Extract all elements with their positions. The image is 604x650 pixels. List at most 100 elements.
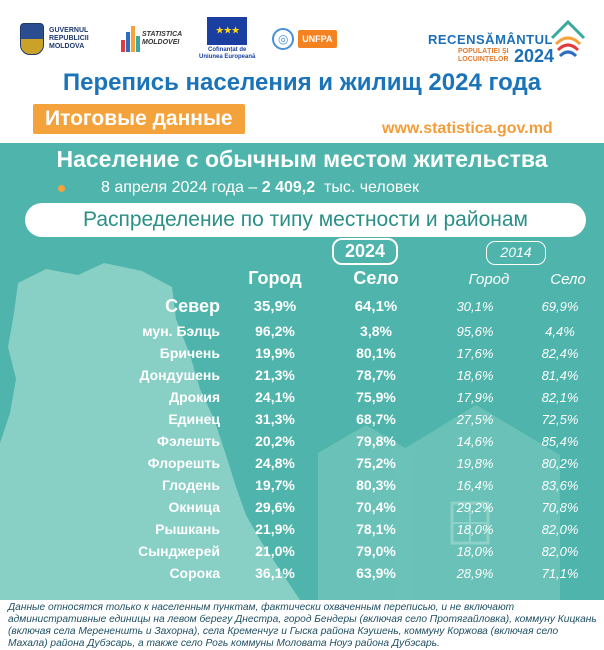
district-name: Единец xyxy=(168,411,220,427)
urban-2014-value: 29,2% xyxy=(456,499,494,515)
table-row: Сынджерей 21,0% 79,0% 18,0% 82,0% xyxy=(112,540,592,562)
rural-2014-value: 81,4% xyxy=(541,367,579,383)
header: GUVERNUL REPUBLICII MOLDOVA STATISTICA M… xyxy=(0,0,604,143)
urban-2024-value: 20,2% xyxy=(255,433,295,449)
table-row: Окница 29,6% 70,4% 29,2% 70,8% xyxy=(112,496,592,518)
urban-2014-value: 18,6% xyxy=(456,367,494,383)
rural-2024-value: 75,2% xyxy=(356,455,396,471)
rural-2024-value: 78,1% xyxy=(356,521,396,537)
urban-2024-value: 24,8% xyxy=(255,455,295,471)
urban-2024-value: 29,6% xyxy=(255,499,295,515)
census-subtitle: POPULAȚIEI ȘI LOCUINȚELOR xyxy=(458,48,509,64)
eu-logo: ★★★ Cofinanțat de Uniunea Europeană xyxy=(196,17,258,61)
col-urban-2014: Город xyxy=(468,271,510,288)
col-rural-2024: Село xyxy=(353,268,399,288)
urban-2014-value: 19,8% xyxy=(456,455,494,471)
urban-2024-value: 21,9% xyxy=(255,521,295,537)
background-illustration xyxy=(0,263,560,600)
col-urban-2024: Город xyxy=(248,268,302,288)
urban-2014-value: 14,6% xyxy=(456,433,494,449)
coat-of-arms-icon xyxy=(20,23,44,55)
table-row: Дондушень 21,3% 78,7% 18,6% 81,4% xyxy=(112,364,592,386)
table-row: Сорока 36,1% 63,9% 28,9% 71,1% xyxy=(112,562,592,584)
rural-2024-value: 80,1% xyxy=(356,345,396,361)
government-logo: GUVERNUL REPUBLICII MOLDOVA xyxy=(20,23,107,55)
urban-2024-value: 21,0% xyxy=(255,543,295,559)
district-name: Глодень xyxy=(161,477,220,493)
table-row: Рышкань 21,9% 78,1% 18,0% 82,0% xyxy=(112,518,592,540)
table-row: Глодень 19,7% 80,3% 16,4% 83,6% xyxy=(112,474,592,496)
urban-2014-value: 30,1% xyxy=(456,299,494,314)
population-title: Население с обычным местом жительства xyxy=(56,146,548,172)
census-logo: RECENSĂMÂNTUL POPULAȚIEI ȘI LOCUINȚELOR … xyxy=(428,18,588,68)
urban-2014-value: 17,6% xyxy=(456,345,494,361)
website-link[interactable]: www.statistica.gov.md xyxy=(382,120,553,137)
rural-2014-value: 83,6% xyxy=(541,477,579,493)
district-name: Бричень xyxy=(159,345,220,361)
population-unit: тыс. человек xyxy=(324,179,420,196)
district-name: Север xyxy=(165,296,220,316)
house-left-icon xyxy=(318,425,414,600)
urban-2024-value: 31,3% xyxy=(255,411,295,427)
rural-2024-value: 64,1% xyxy=(354,298,398,315)
statistica-label: STATISTICA xyxy=(142,31,183,38)
table-row: Единец 31,3% 68,7% 27,5% 72,5% xyxy=(112,408,592,430)
urban-2014-value: 27,5% xyxy=(456,411,494,427)
distribution-subtitle: Распределение по типу местности и района… xyxy=(25,203,586,237)
moldova-north-map-icon xyxy=(0,263,300,600)
urban-2024-value: 36,1% xyxy=(255,565,295,581)
district-name: Окница xyxy=(168,499,220,515)
rural-2024-value: 70,4% xyxy=(356,499,396,515)
population-total: 2 409,2 xyxy=(261,179,316,196)
moldovei-label: MOLDOVEI xyxy=(142,39,180,46)
footnote: Данные относятся только к населенным пун… xyxy=(8,602,597,649)
statistica-logo: STATISTICA MOLDOVEI xyxy=(121,26,182,52)
rural-2024-value: 75,9% xyxy=(356,389,396,405)
rural-2024-value: 63,9% xyxy=(356,565,396,581)
urban-2024-value: 35,9% xyxy=(253,298,297,315)
urban-2024-value: 19,7% xyxy=(255,477,295,493)
district-name: Флорешть xyxy=(147,455,220,471)
urban-2014-value: 16,4% xyxy=(456,477,494,493)
census-sub-line1: POPULAȚIEI ȘI xyxy=(458,48,509,55)
urban-2024-value: 21,3% xyxy=(255,367,295,383)
urban-2014-value: 18,0% xyxy=(456,521,494,537)
rural-2024-value: 79,0% xyxy=(356,543,396,559)
census-date-line: 8 апреля 2024 года – 2 409,2 тыс. челове… xyxy=(58,179,419,197)
unfpa-logo: ◎ UNFPA xyxy=(272,28,337,50)
rural-2014-value: 82,1% xyxy=(541,389,579,405)
rural-2024-value: 80,3% xyxy=(356,477,396,493)
rural-2014-value: 80,2% xyxy=(541,455,579,471)
urban-2024-value: 96,2% xyxy=(255,323,295,339)
final-data-badge: Итоговые данные xyxy=(33,104,245,134)
rural-2014-value: 4,4% xyxy=(545,323,575,339)
urban-2014-value: 17,9% xyxy=(456,389,494,405)
unfpa-label: UNFPA xyxy=(298,30,337,48)
rural-2014-value: 70,8% xyxy=(541,499,579,515)
rural-2024-value: 3,8% xyxy=(360,323,392,339)
distribution-table: Север 35,9% 64,1% 30,1% 69,9% мун. Бэлць 96,2%… xyxy=(112,293,592,584)
census-date-text: 8 апреля 2024 года – 2 409,2 тыс. челове… xyxy=(101,179,419,197)
table-row: Флорешть 24,8% 75,2% 19,8% 80,2% xyxy=(112,452,592,474)
rural-2014-value: 69,9% xyxy=(541,299,579,314)
census-sub-line2: LOCUINȚELOR xyxy=(458,56,509,63)
urban-2014-value: 18,0% xyxy=(456,543,494,559)
col-rural-2014: Село xyxy=(550,271,586,288)
region-row: Север 35,9% 64,1% 30,1% 69,9% xyxy=(112,293,592,320)
rural-2014-value: 72,5% xyxy=(541,411,579,427)
district-name: Дрокия xyxy=(169,389,220,405)
bullet-icon xyxy=(58,184,65,192)
urban-2024-value: 24,1% xyxy=(255,389,295,405)
district-name: Сорока xyxy=(169,565,220,581)
year-2014-label: 2014 xyxy=(486,241,546,265)
urban-2024-value: 19,9% xyxy=(255,345,295,361)
district-name: Рышкань xyxy=(155,521,220,537)
district-name: мун. Бэлць xyxy=(142,323,220,339)
year-2024-label: 2024 xyxy=(332,238,398,265)
district-name: Сынджерей xyxy=(138,543,220,559)
government-name: GUVERNUL REPUBLICII MOLDOVA xyxy=(49,27,89,50)
census-year: 2024 xyxy=(514,46,555,66)
rural-2014-value: 82,4% xyxy=(541,345,579,361)
eu-flag-icon: ★★★ xyxy=(207,17,248,45)
bar-chart-icon xyxy=(121,26,140,52)
